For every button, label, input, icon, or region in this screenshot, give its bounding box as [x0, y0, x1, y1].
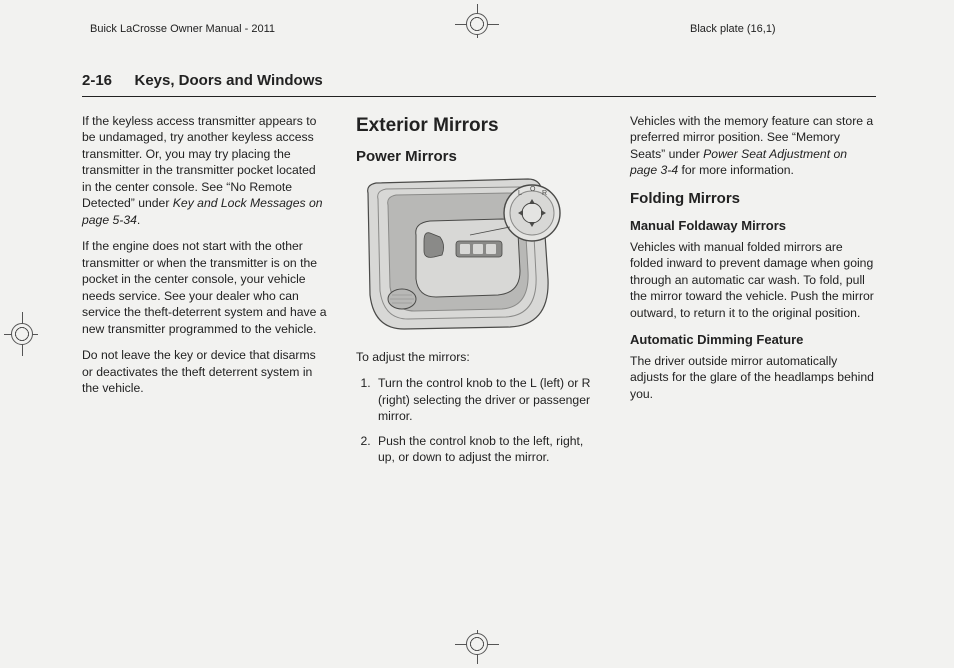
- adjust-step-2: Push the control knob to the left, right…: [374, 433, 602, 466]
- knob-label-r: R: [542, 190, 547, 197]
- adjust-intro: To adjust the mirrors:: [356, 349, 602, 365]
- section-heading-exterior-mirrors: Exterior Mirrors: [356, 113, 602, 139]
- subsub-auto-dimming: Automatic Dimming Feature: [630, 331, 876, 349]
- manual-title: Buick LaCrosse Owner Manual - 2011: [90, 23, 275, 35]
- plate-label: Black plate (16,1): [690, 23, 776, 35]
- col3-para-2: Vehicles with manual folded mirrors are …: [630, 239, 876, 321]
- subsub-manual-foldaway: Manual Foldaway Mirrors: [630, 217, 876, 235]
- col3-para-3: The driver outside mirror automatically …: [630, 353, 876, 402]
- col3-p1-tail: for more information.: [678, 163, 794, 177]
- col1-p1-tail: .: [137, 213, 140, 227]
- col1-para-3: Do not leave the key or device that disa…: [82, 347, 328, 396]
- adjust-step-1: Turn the control knob to the L (left) or…: [374, 375, 602, 424]
- running-head: 2-16 Keys, Doors and Windows: [82, 72, 876, 97]
- subheading-power-mirrors: Power Mirrors: [356, 147, 602, 167]
- page-body: 2-16 Keys, Doors and Windows If the keyl…: [82, 72, 876, 632]
- knob-label-l: L: [518, 190, 522, 197]
- page-number: 2-16: [82, 72, 112, 89]
- adjust-steps: Turn the control knob to the L (left) or…: [374, 375, 602, 465]
- column-1: If the keyless access transmitter appear…: [82, 113, 328, 476]
- crop-mark-top: [447, 10, 507, 40]
- col3-para-1: Vehicles with the memory feature can sto…: [630, 113, 876, 179]
- crop-mark-left: [8, 304, 38, 364]
- chapter-title: Keys, Doors and Windows: [134, 72, 322, 89]
- col1-para-2: If the engine does not start with the ot…: [82, 238, 328, 337]
- door-panel-illustration: L O R: [360, 175, 570, 335]
- knob-label-o: O: [530, 186, 536, 193]
- subheading-folding-mirrors: Folding Mirrors: [630, 189, 876, 209]
- column-3: Vehicles with the memory feature can sto…: [630, 113, 876, 476]
- column-2: Exterior Mirrors Power Mirrors: [356, 113, 602, 476]
- col1-para-1: If the keyless access transmitter appear…: [82, 113, 328, 228]
- text-columns: If the keyless access transmitter appear…: [82, 113, 876, 476]
- power-mirror-figure: L O R: [360, 175, 570, 335]
- crop-mark-bottom: [447, 630, 507, 660]
